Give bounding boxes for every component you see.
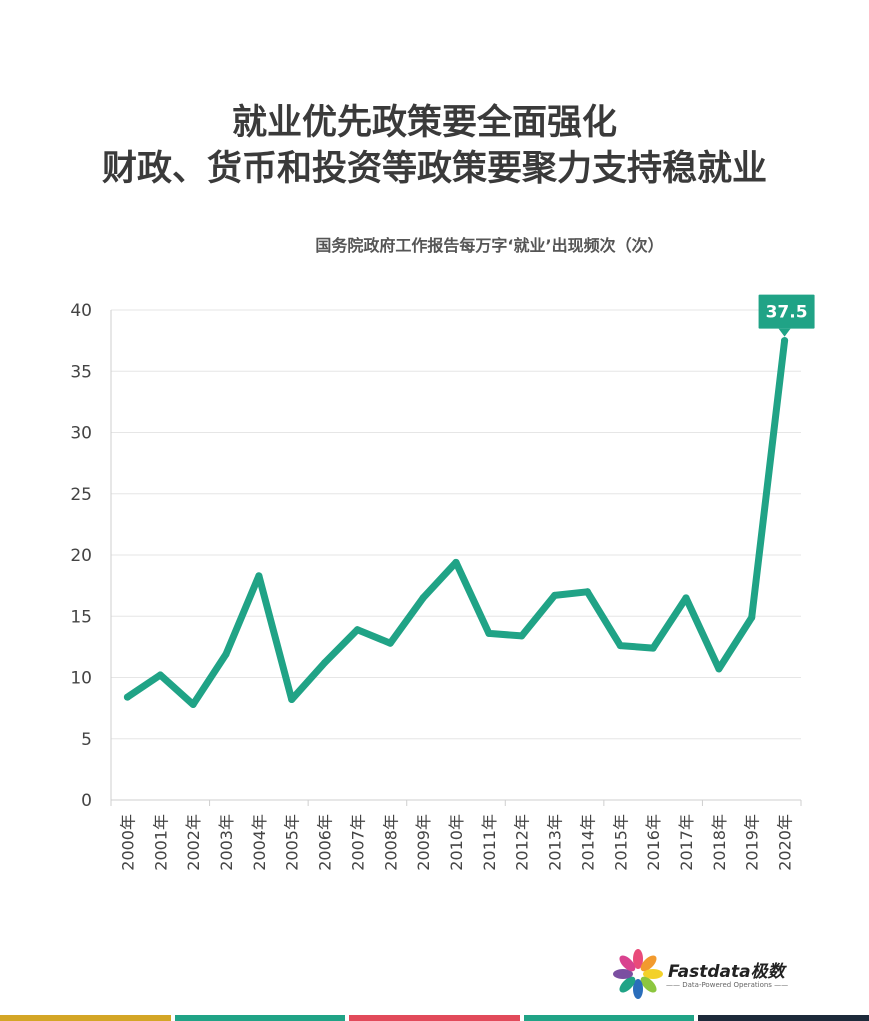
data-point	[649, 644, 657, 652]
chart-title-line-2: 财政、货币和投资等政策要聚力支持稳就业	[101, 149, 767, 189]
data-point	[419, 594, 427, 602]
x-tick-label: 2002年	[184, 814, 203, 871]
axes	[110, 310, 802, 806]
fastdata-logo: Fastdata极数 —— Data-Powered Operations ——	[612, 945, 792, 1001]
chart-title-line-1: 就业优先政策要全面强化	[231, 103, 617, 143]
y-tick-label: 25	[70, 485, 92, 505]
x-tick-label: 2007年	[348, 814, 367, 871]
series	[123, 337, 789, 708]
data-point	[715, 665, 723, 673]
x-tick-label: 2019年	[743, 814, 762, 871]
data-label: 37.5	[766, 303, 808, 323]
logo-tagline: —— Data-Powered Operations ——	[666, 981, 789, 989]
x-tick-label: 2017年	[677, 814, 696, 871]
x-tick-label: 2018年	[710, 814, 729, 871]
data-point	[255, 572, 263, 580]
y-tick-label: 30	[70, 424, 92, 444]
y-tick-label: 40	[70, 301, 92, 321]
y-tick-label: 35	[70, 362, 92, 382]
data-point	[748, 613, 756, 621]
gridlines	[111, 309, 801, 740]
chart-subtitle: 国务院政府工作报告每万字‘就业’出现频次（次）	[315, 236, 664, 255]
footer-stripe	[349, 1015, 520, 1021]
x-tick-label: 2001年	[151, 814, 170, 871]
data-point	[616, 642, 624, 650]
flower-logo-icon	[613, 949, 663, 999]
y-tick-label: 0	[81, 791, 92, 811]
x-tick-label: 2014年	[578, 814, 597, 871]
data-point	[518, 632, 526, 640]
data-point	[123, 693, 131, 701]
data-point	[353, 626, 361, 634]
data-point	[288, 696, 296, 704]
x-tick-label: 2003年	[217, 814, 236, 871]
y-tick-label: 20	[70, 546, 92, 566]
data-point	[485, 629, 493, 637]
footer-stripe	[0, 1015, 171, 1021]
x-tick-label: 2012年	[513, 814, 532, 871]
footer-stripe	[174, 1015, 346, 1021]
x-tick-label: 2015年	[611, 814, 630, 871]
data-label-pointer	[778, 328, 791, 337]
data-point	[551, 591, 559, 599]
x-tick-label: 2004年	[250, 814, 269, 871]
x-tick-label: 2020年	[776, 814, 795, 871]
x-tick-label: 2006年	[316, 814, 335, 871]
y-tick-label: 15	[70, 607, 92, 627]
logo-name: Fastdata极数	[668, 962, 785, 982]
x-tick-label: 2008年	[381, 814, 400, 871]
data-point	[781, 337, 789, 345]
data-label-box	[758, 294, 815, 329]
data-point	[583, 588, 591, 596]
footer-color-bar	[0, 1015, 869, 1021]
x-tick-label: 2009年	[414, 814, 433, 871]
x-tick-label: 2005年	[283, 814, 302, 871]
y-tick-label: 10	[70, 669, 92, 689]
x-tick-label: 2016年	[644, 814, 663, 871]
series-line	[123, 337, 789, 708]
data-point	[682, 594, 690, 602]
x-tick-label: 2010年	[447, 814, 466, 871]
data-point	[321, 659, 329, 667]
data-point	[452, 558, 460, 566]
data-point	[222, 650, 230, 658]
x-tick-label: 2011年	[480, 814, 499, 871]
x-tick-label: 2013年	[546, 814, 565, 871]
footer-stripe	[698, 1015, 869, 1021]
labels: 0 5 10 15 20 25 30 35 40 2000年 2001年 2002年 2003年 2004…	[70, 294, 815, 871]
data-point	[156, 671, 164, 679]
data-point	[189, 700, 197, 708]
x-tick-label: 2000年	[118, 814, 137, 871]
y-tick-label: 5	[81, 730, 92, 750]
data-point	[386, 639, 394, 647]
footer-stripe	[523, 1015, 695, 1021]
